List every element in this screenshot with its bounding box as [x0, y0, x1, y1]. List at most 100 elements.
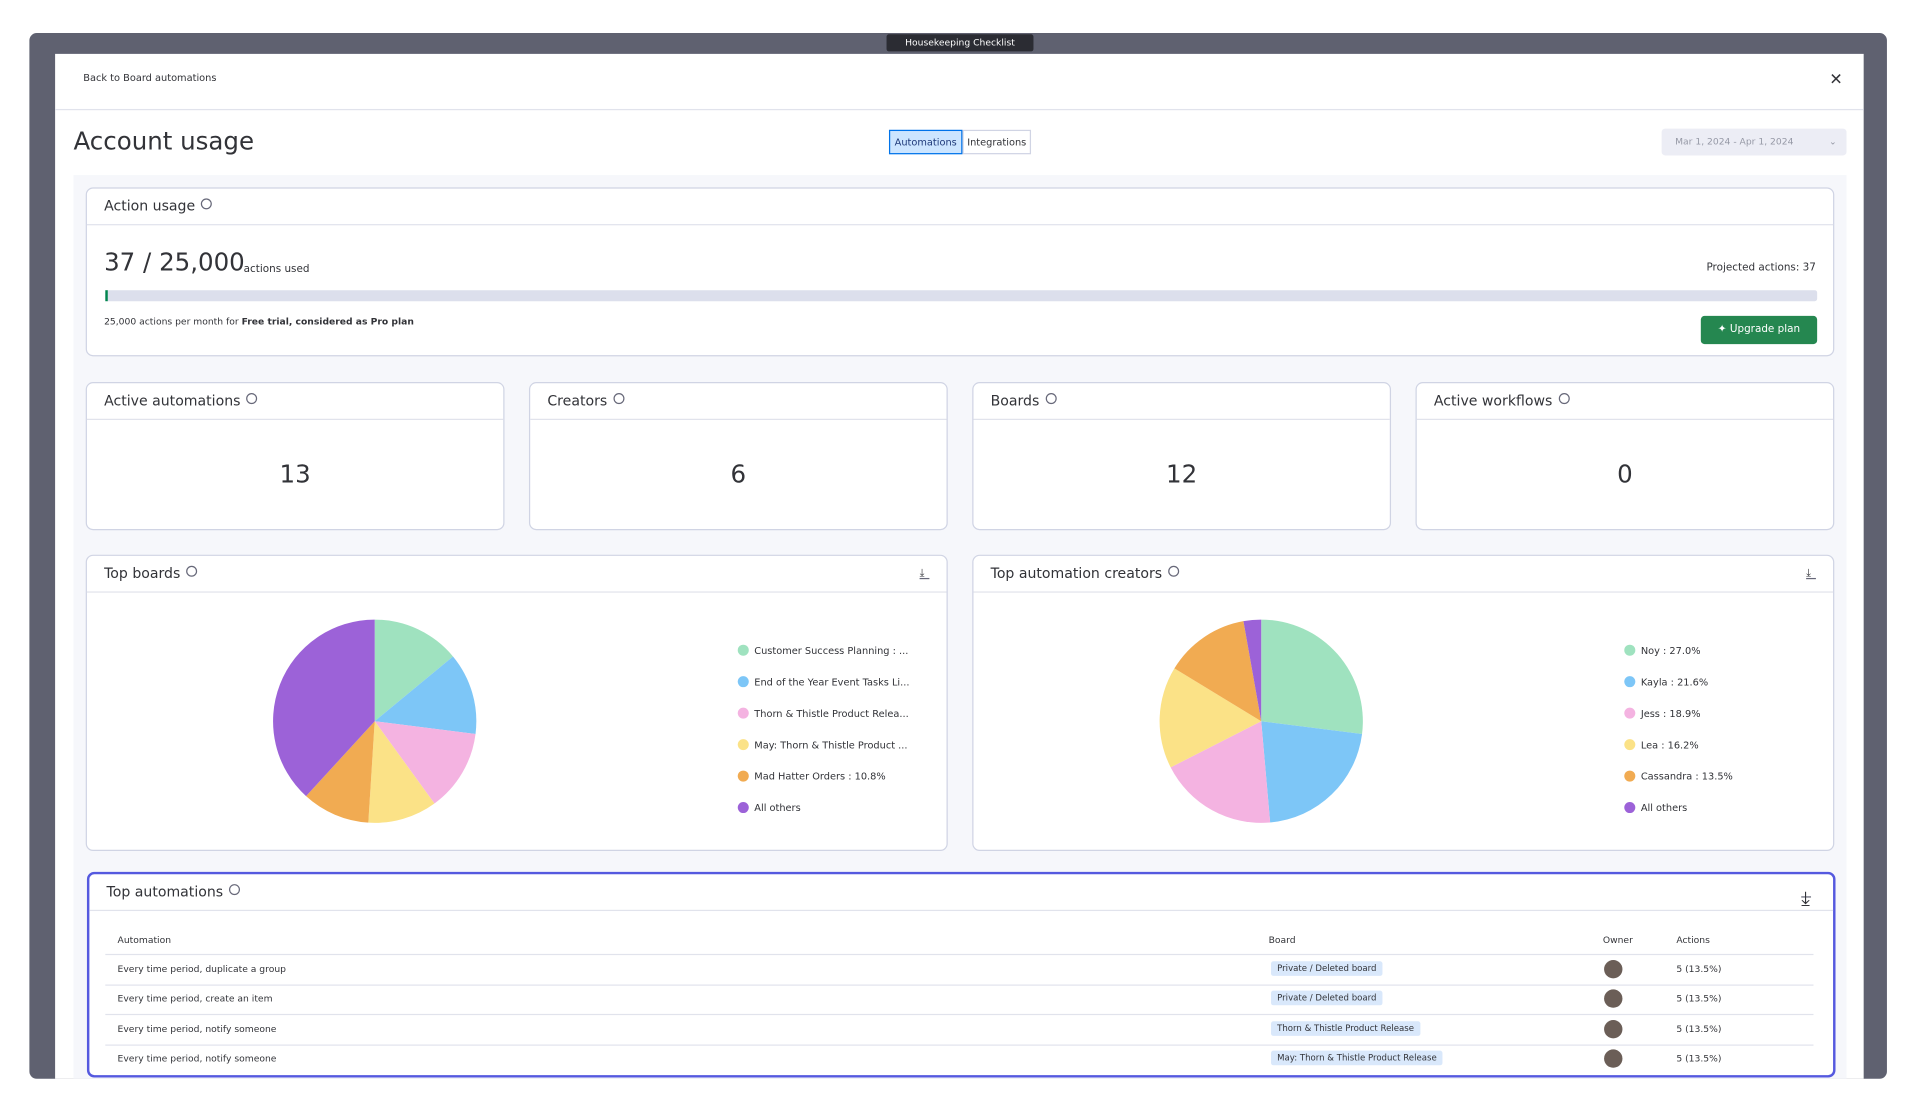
button-text: Upgrade plan	[1729, 323, 1801, 336]
card-title: Creators	[547, 391, 625, 409]
automation-name: Every time period, duplicate a group	[117, 963, 286, 975]
plan-note: 25,000 actions per month for Free trial,…	[104, 316, 414, 327]
tab-automations[interactable]: Automations	[888, 129, 963, 155]
close-button[interactable]: ✕	[1829, 71, 1843, 90]
stat-value: 12	[1166, 459, 1198, 489]
stat-card: Boards 12	[972, 382, 1392, 531]
info-icon	[229, 884, 241, 896]
legend-label: Kayla : 21.6%	[1641, 677, 1708, 688]
pie-slice	[1243, 619, 1262, 722]
legend-label: All others	[754, 803, 800, 814]
pie-slice	[306, 721, 375, 823]
legend-label: Jess : 18.9%	[1640, 709, 1701, 720]
legend-label: End of the Year Event Tasks Li...	[754, 677, 909, 688]
title-text: Top boards	[104, 564, 181, 582]
legend-label: Lea : 16.2%	[1641, 740, 1699, 751]
stat-value: 0	[1617, 459, 1633, 489]
legend-swatch	[1624, 644, 1636, 656]
board-chip: May: Thorn & Thistle Product Release	[1271, 1050, 1443, 1066]
action-usage-card: Action usage 37 / 25,000 actions used Pr…	[85, 187, 1835, 357]
legend-swatch	[737, 644, 749, 656]
usage-count: 37 / 25,000	[104, 247, 245, 277]
legend-swatch	[737, 707, 749, 719]
tab-integrations[interactable]: Integrations	[962, 129, 1032, 155]
upgrade-button[interactable]: ✦ Upgrade plan	[1700, 315, 1818, 345]
legend-label: Thorn & Thistle Product Relea...	[753, 709, 908, 720]
download-icon[interactable]: ⤓	[1801, 886, 1812, 910]
title-text: Active automations	[104, 391, 241, 409]
card-header: Active automations	[86, 383, 504, 421]
title-text: Top automations	[106, 882, 224, 901]
download-icon[interactable]: ⤓	[1806, 568, 1816, 580]
owner-avatar	[1604, 1049, 1623, 1068]
legend-swatch	[1624, 676, 1636, 688]
legend-label: Mad Hatter Orders : 10.8%	[754, 772, 885, 783]
top-automations-card: Top automations ⤓ Automation Board Owner Act…	[86, 871, 1836, 1078]
legend-label: All others	[1641, 803, 1687, 814]
action-count: 5 (13.5%)	[1676, 1052, 1722, 1064]
pie-slice	[1159, 668, 1262, 768]
page-title: Account usage	[73, 126, 255, 156]
column-header: Automation	[117, 934, 172, 946]
card-title: Active automations	[104, 392, 258, 409]
card-title: Action usage	[104, 197, 213, 214]
pie-slice	[374, 656, 477, 734]
chart-card: Top boards ⤓ Customer Success Planning : .…	[85, 554, 948, 852]
info-icon	[201, 198, 213, 210]
title-text: Boards	[990, 391, 1040, 409]
progress-track	[105, 290, 1818, 302]
info-icon	[1168, 565, 1180, 577]
card-title: Top automations	[107, 883, 241, 900]
owner-avatar	[1604, 1019, 1623, 1038]
automation-name: Every time period, notify someone	[117, 1023, 277, 1035]
card-title: Boards	[991, 392, 1057, 409]
card-header: Top automations ⤓	[89, 874, 1834, 912]
title-text: Creators	[547, 391, 608, 409]
date-range-picker[interactable]: Mar 1, 2024 - Apr 1, 2024 ⌄	[1661, 128, 1847, 156]
card-header: Active workflows	[1416, 383, 1834, 421]
info-icon	[1045, 393, 1057, 405]
action-count: 5 (13.5%)	[1676, 963, 1722, 975]
pie-slice	[1174, 621, 1262, 722]
progress-fill	[105, 290, 108, 302]
pie-slice	[1261, 721, 1363, 823]
owner-avatar	[1604, 960, 1623, 979]
projected-actions: Projected actions: 37	[1706, 262, 1816, 275]
pie-slice	[1170, 721, 1271, 823]
column-header: Actions	[1676, 934, 1710, 946]
card-title: Active workflows	[1434, 392, 1570, 409]
legend-swatch	[1624, 802, 1636, 814]
legend-swatch	[737, 739, 749, 751]
board-chip: Private / Deleted board	[1271, 961, 1383, 976]
legend-label: Noy : 27.0%	[1641, 646, 1701, 657]
pie-slice	[1261, 619, 1363, 734]
card-header: Top automation creators ⤓	[973, 556, 1834, 593]
card-header: Creators	[530, 383, 947, 421]
pie-chart: Customer Success Planning : ... End of th…	[273, 619, 909, 823]
board-title: Housekeeping Checklist	[886, 34, 1034, 52]
row-divider	[105, 1014, 1814, 1016]
title-text: Top automation creators	[990, 564, 1163, 582]
legend-label: Customer Success Planning : ...	[754, 646, 908, 657]
stat-value: 13	[279, 459, 311, 489]
plan-name: Free trial, considered as Pro plan	[241, 315, 414, 327]
stat-card: Creators 6	[528, 382, 948, 531]
action-count: 5 (13.5%)	[1676, 1023, 1722, 1035]
card-header: Top boards ⤓	[86, 556, 947, 593]
legend-swatch	[737, 802, 749, 814]
board-chip: Private / Deleted board	[1271, 990, 1383, 1006]
pie-slice	[368, 721, 435, 823]
legend-swatch	[1624, 707, 1636, 719]
legend-label: Cassandra : 13.5%	[1641, 772, 1733, 783]
download-icon[interactable]: ⤓	[919, 568, 930, 580]
row-divider	[105, 1043, 1814, 1046]
card-title: Top boards	[104, 564, 198, 582]
board-chip: Thorn & Thistle Product Release	[1271, 1020, 1421, 1036]
info-icon	[186, 565, 198, 577]
back-link[interactable]: Back to Board automations	[83, 72, 217, 84]
legend-swatch	[737, 676, 749, 688]
legend-swatch	[737, 770, 749, 782]
title-text: Active workflows	[1433, 391, 1553, 409]
